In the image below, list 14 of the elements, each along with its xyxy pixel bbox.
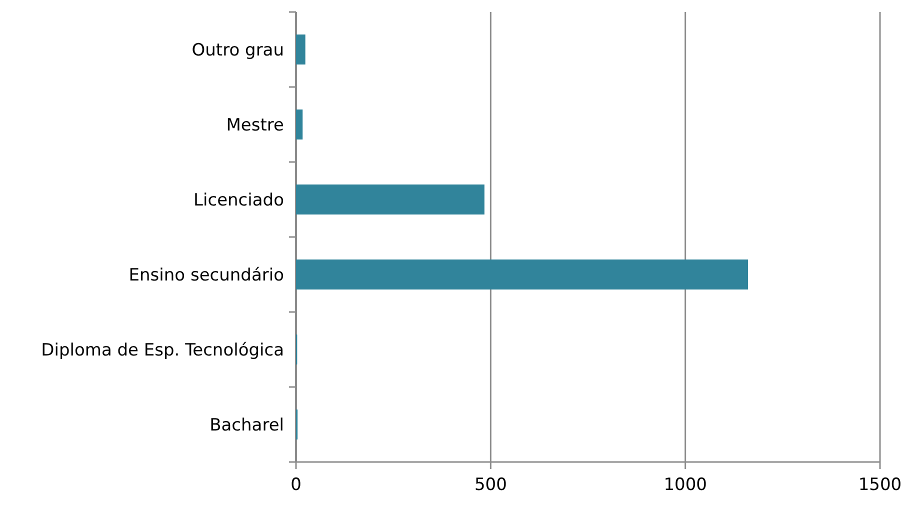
bar — [296, 110, 303, 140]
bar — [296, 260, 748, 290]
x-tick-label: 500 — [474, 475, 507, 495]
y-tick-label: Mestre — [226, 115, 284, 136]
y-tick-label: Ensino secundário — [128, 265, 284, 286]
y-tick-label: Diploma de Esp. Tecnológica — [41, 340, 284, 360]
y-tick-label: Licenciado — [194, 190, 284, 210]
x-tick-label: 1000 — [664, 475, 707, 495]
bar — [296, 184, 484, 214]
x-tick-label: 1500 — [858, 475, 902, 495]
bar — [296, 34, 306, 64]
y-tick-label: Outro grau — [192, 40, 284, 60]
x-tick-label: 0 — [290, 475, 302, 495]
y-tick-label: Bacharel — [210, 415, 284, 436]
